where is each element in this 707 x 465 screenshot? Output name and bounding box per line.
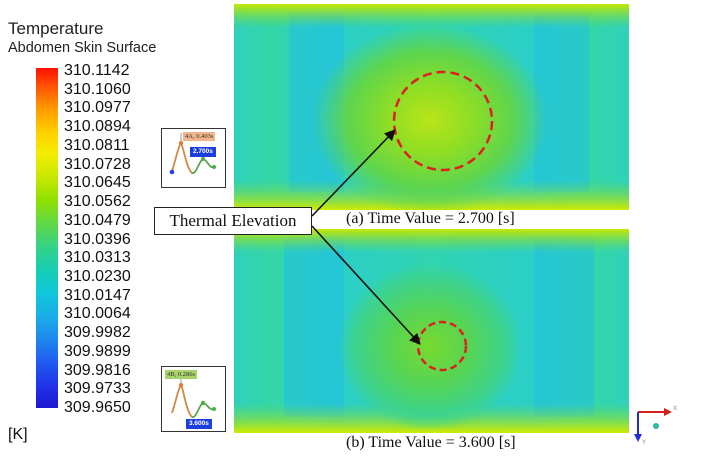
triad-y-label: Y [642,440,646,446]
arrow-to-circle-a [311,129,396,217]
inset-tag-b: 4B, 0.286s [165,370,197,379]
hotspot-circle-b [416,320,468,372]
legend-tick-label: 310.0728 [64,155,131,173]
inset-waveform-b: 4B, 0.286s 3.600s [161,366,226,432]
thermal-elevation-label: Thermal Elevation [154,207,312,235]
legend-tick-label: 309.9816 [64,361,131,379]
legend-tick-label: 309.9733 [64,380,131,398]
legend-tick-label: 310.0645 [64,174,131,192]
caption-panel-a: (a) Time Value = 2.700 [s] [346,210,515,227]
legend-unit: [K] [8,426,28,443]
legend-tick-label: 310.0562 [64,193,131,211]
legend-tick-label: 309.9899 [64,342,131,360]
color-scale-bar [36,68,58,408]
legend-tick-label: 309.9982 [64,324,131,342]
legend-tick-label: 310.1142 [64,62,130,79]
axes-triad-icon: X Y [634,406,677,446]
legend-tick-label: 310.0147 [64,286,131,304]
contour-plot-b [234,229,629,433]
legend-tick-label: 310.0064 [64,305,131,323]
legend-tick-label: 310.0313 [64,249,131,267]
caption-panel-b: (b) Time Value = 3.600 [s] [346,434,516,451]
inset-time-a: 2.700s [190,147,216,157]
contour-plot-a [234,4,629,210]
inset-waveform-a: 4A, 0.403s 2.700s [161,128,226,188]
legend-tick-label: 310.1060 [64,80,131,98]
hotspot-circle-a [392,70,494,172]
legend-tick-label: 309.9650 [64,399,131,416]
legend-tick-label: 310.0811 [64,136,130,154]
legend-subtitle: Abdomen Skin Surface [8,40,157,56]
legend-tick-label: 310.0894 [64,118,131,136]
arrow-to-circle-b [311,225,421,345]
legend-tick-label: 310.0977 [64,99,131,117]
triad-x-label: X [673,406,677,412]
inset-tag-a: 4A, 0.403s [183,132,216,141]
legend-tick-label: 310.0479 [64,211,131,229]
legend-title: Temperature [8,19,104,38]
legend-tick-label: 310.0396 [64,230,131,248]
inset-time-b: 3.600s [186,419,212,429]
legend-tick-label: 310.0230 [64,267,131,285]
